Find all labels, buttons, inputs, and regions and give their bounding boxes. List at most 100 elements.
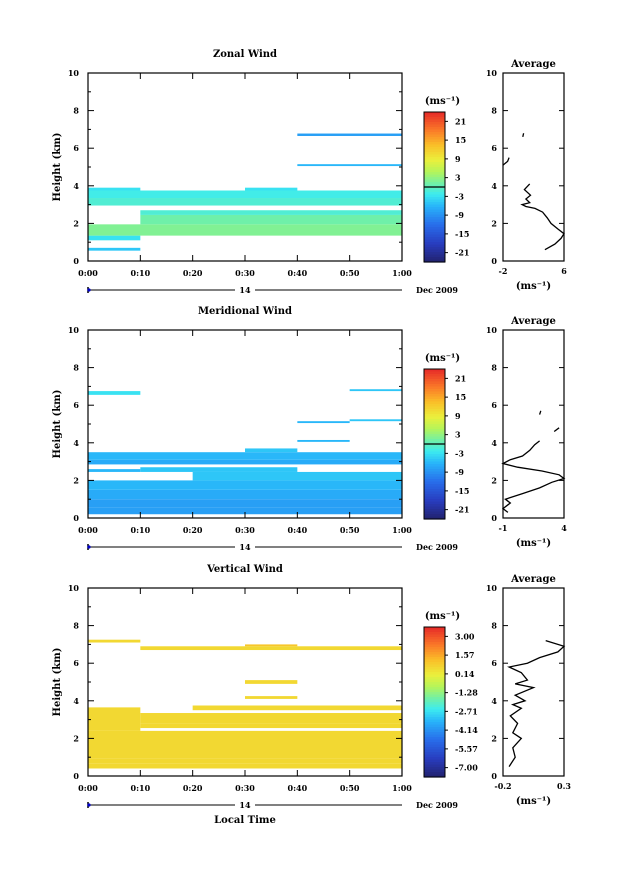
colorbar-segment: [424, 209, 445, 213]
data-cell: [88, 489, 402, 500]
avg-x-tick-label: -2: [499, 266, 508, 276]
colorbar-segment: [424, 411, 445, 415]
colorbar-segment: [424, 749, 445, 753]
data-cell: [349, 419, 402, 422]
colorbar-segment: [424, 679, 445, 683]
colorbar-segment: [424, 476, 445, 480]
y-tick-label: 8: [73, 363, 79, 373]
colorbar-frame: [423, 626, 446, 778]
colorbar-segment: [424, 214, 445, 218]
y-tick-label: 2: [73, 218, 79, 228]
date-month-label: Dec 2009: [416, 285, 458, 295]
colorbar-segment: [424, 199, 445, 203]
data-cell: [192, 705, 402, 711]
colorbar-segment: [424, 516, 445, 520]
colorbar-segment: [424, 727, 445, 731]
colorbar-segment: [424, 496, 445, 500]
colorbar-segment: [424, 689, 445, 693]
colorbar-segment: [424, 489, 445, 493]
data-cell: [88, 507, 402, 515]
x-axis-label: Local Time: [214, 815, 276, 826]
colorbar-segment: [424, 654, 445, 658]
colorbar-segment: [424, 724, 445, 728]
data-cell: [88, 198, 402, 206]
avg-y-tick-label: 6: [491, 400, 497, 410]
avg-x-label: (ms⁻¹): [516, 796, 551, 807]
colorbar-segment: [424, 212, 445, 216]
panel-3: Vertical Wind 0 2 4 6 8 10 Height (km) 0:00 0:10 0…: [52, 564, 571, 826]
data-cell: [140, 723, 403, 729]
colorbar-segment: [424, 396, 445, 400]
data-cell: [88, 224, 402, 236]
x-tick-label: 0:00: [78, 268, 98, 278]
colorbar-segment: [424, 197, 445, 201]
colorbar-segment: [424, 229, 445, 233]
x-tick-label: 0:50: [340, 268, 360, 278]
average-profile-line: [502, 157, 510, 166]
colorbar-tick-label: -9: [455, 467, 464, 477]
panel-1: Zonal Wind 0 2 4 6 8 10 Height (km) 0:00 0:10 0:20…: [52, 49, 567, 295]
colorbar-segment: [424, 429, 445, 433]
data-cell: [140, 210, 403, 215]
avg-x-tick-label: 4: [561, 523, 567, 533]
colorbar-segment: [424, 694, 445, 698]
colorbar-segment: [424, 416, 445, 420]
avg-y-tick-label: 6: [491, 658, 497, 668]
colorbar-segment: [424, 722, 445, 726]
avg-y-tick-label: 8: [491, 363, 497, 373]
colorbar-segment: [424, 371, 445, 375]
colorbar-segment: [424, 511, 445, 515]
date-month-label: Dec 2009: [416, 800, 458, 810]
colorbar-segment: [424, 772, 445, 776]
x-tick-label: 0:40: [288, 268, 308, 278]
colorbar-segment: [424, 484, 445, 488]
colorbar-segment: [424, 247, 445, 251]
y-tick-label: 2: [73, 733, 79, 743]
colorbar-tick-label: -21: [455, 248, 469, 258]
colorbar-segment: [424, 632, 445, 636]
colorbar-segment: [424, 444, 445, 448]
colorbar-segment: [424, 719, 445, 723]
average-profile-line: [522, 133, 525, 138]
colorbar-segment: [424, 684, 445, 688]
colorbar-segment: [424, 159, 445, 163]
avg-y-tick-label: 10: [486, 325, 498, 335]
colorbar-segment: [424, 404, 445, 408]
y-axis-label: Height (km): [52, 133, 63, 202]
colorbar-segment: [424, 179, 445, 183]
colorbar-segment: [424, 697, 445, 701]
colorbar-segment: [424, 194, 445, 198]
date-day-bg: [235, 284, 255, 295]
y-axis-label: Height (km): [52, 390, 63, 459]
colorbar-segment: [424, 657, 445, 661]
data-cell: [88, 763, 402, 769]
colorbar-segment: [424, 434, 445, 438]
data-cell: [140, 646, 403, 651]
colorbar-segment: [424, 144, 445, 148]
colorbar-segment: [424, 446, 445, 450]
colorbar-segment: [424, 401, 445, 405]
panel-title: Vertical Wind: [206, 564, 283, 575]
colorbar-segment: [424, 369, 445, 373]
colorbar-segment: [424, 471, 445, 475]
colorbar-segment: [424, 459, 445, 463]
avg-y-tick-label: 8: [491, 621, 497, 631]
colorbar-tick-label: 9: [455, 154, 461, 164]
panel-title: Zonal Wind: [213, 49, 277, 60]
colorbar-segment: [424, 491, 445, 495]
panel-2: Meridional Wind 0 2 4 6 8 10 Height (km) 0:00 0:1…: [52, 306, 567, 552]
colorbar-unit: (ms⁻¹): [425, 353, 460, 364]
colorbar-segment: [424, 124, 445, 128]
colorbar-tick-label: -15: [455, 486, 469, 496]
colorbar-segment: [424, 692, 445, 696]
colorbar-tick-label: -15: [455, 229, 469, 239]
colorbar-segment: [424, 419, 445, 423]
colorbar-tick-label: -1.28: [455, 688, 478, 698]
colorbar-segment: [424, 669, 445, 673]
colorbar-segment: [424, 704, 445, 708]
colorbar-segment: [424, 431, 445, 435]
data-cell: [88, 499, 402, 508]
date-marker: [87, 288, 91, 292]
data-cell: [245, 448, 298, 453]
colorbar-tick-label: 9: [455, 411, 461, 421]
